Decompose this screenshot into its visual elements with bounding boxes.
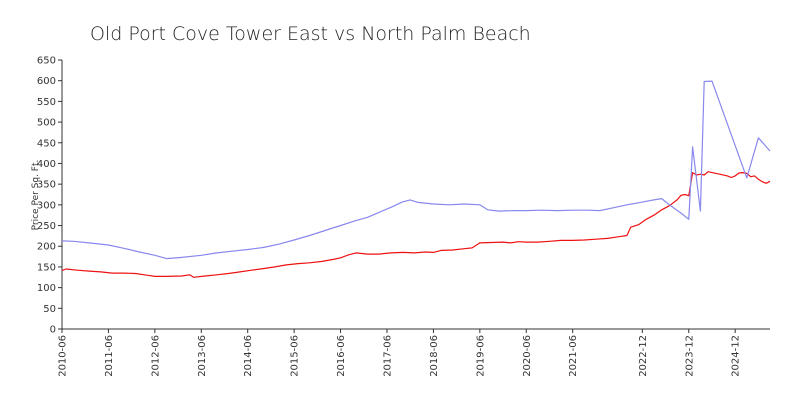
series-layer	[61, 80, 771, 278]
y-tick-label: 550	[37, 97, 56, 108]
y-tick-label: 50	[43, 304, 56, 315]
y-axis-label: Price Per Sq. Ft.	[31, 160, 41, 231]
series-line-1	[61, 171, 771, 278]
plot-area: 050100150200250300350400450500550600650 …	[37, 56, 771, 377]
y-tick-label: 100	[37, 283, 56, 294]
x-tick-label: 2010-06	[58, 335, 69, 377]
y-tick-label: 300	[37, 200, 56, 211]
y-tick-label: 500	[37, 118, 56, 129]
chart-title: Old Port Cove Tower East vs North Palm B…	[90, 23, 531, 45]
x-tick-label: 2015-06	[290, 335, 301, 377]
x-tick-label: 2012-06	[150, 335, 161, 377]
y-tick-label: 650	[37, 56, 56, 67]
x-tick-label: 2021-06	[568, 335, 579, 377]
x-tick-label: 2017-06	[382, 335, 393, 377]
x-tick-label: 2020-06	[522, 335, 533, 377]
y-ticks: 0 50 100 150 200 250 300 350 400 450 500 550 600 650	[37, 56, 62, 336]
x-tick-label: 2024-12	[731, 335, 742, 377]
x-tick-label: 2013-06	[197, 335, 208, 377]
x-tick-label: 2018-06	[429, 335, 440, 377]
y-tick-label: 250	[37, 221, 56, 232]
x-ticks: 2010-06 2011-06 2012-06 2013-06 2014-06 2015-…	[58, 329, 742, 377]
y-tick-label: 150	[37, 262, 56, 273]
x-tick-label: 2023-12	[684, 335, 695, 377]
x-tick-label: 2011-06	[104, 335, 115, 377]
y-tick-label: 450	[37, 138, 56, 149]
y-tick-label: 200	[37, 242, 56, 253]
x-tick-label: 2022-12	[638, 335, 649, 377]
y-tick-label: 0	[50, 325, 56, 336]
y-tick-label: 350	[37, 180, 56, 191]
x-tick-label: 2014-06	[243, 335, 254, 377]
series-line-2	[61, 80, 771, 260]
y-tick-label: 400	[37, 159, 56, 170]
y-tick-label: 600	[37, 76, 56, 87]
x-tick-label: 2019-06	[475, 335, 486, 377]
x-tick-label: 2016-06	[336, 335, 347, 377]
